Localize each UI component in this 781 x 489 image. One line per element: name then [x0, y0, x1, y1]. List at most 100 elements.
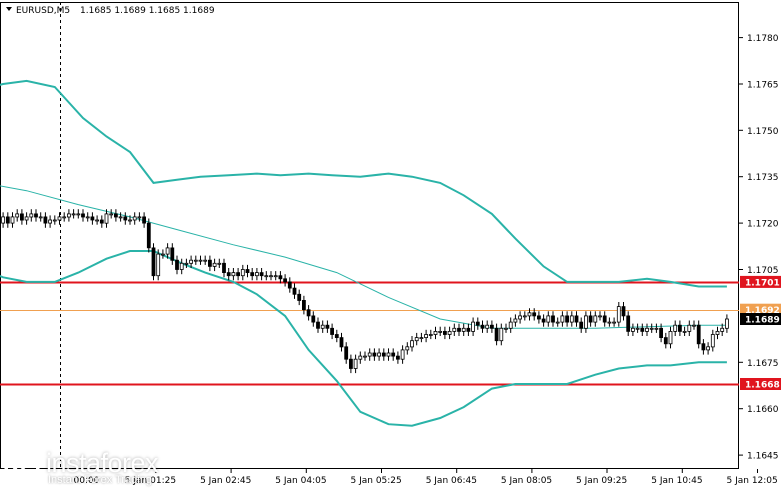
candle-body	[607, 321, 612, 324]
candle-body	[217, 262, 222, 265]
candle-body	[471, 321, 476, 332]
candle	[569, 311, 574, 327]
candle-body	[278, 275, 283, 280]
candle-body	[109, 213, 114, 216]
candle-body	[668, 330, 673, 345]
candle-body	[414, 337, 419, 342]
candle-body	[438, 330, 443, 333]
candle	[353, 354, 358, 374]
candle-body	[395, 355, 400, 360]
candle	[560, 311, 565, 327]
candle-body	[522, 315, 527, 318]
candle-body	[645, 327, 649, 332]
candle	[710, 329, 715, 352]
x-tick-label-2: 5 Jan 04:05	[275, 476, 326, 486]
candle	[377, 348, 382, 361]
candle-body	[207, 259, 212, 267]
candle	[433, 326, 438, 340]
candle	[649, 323, 654, 333]
chart-symbol-label: EURUSD,M5	[16, 6, 70, 16]
candle	[522, 311, 527, 321]
candle-body	[612, 321, 616, 324]
candle-body	[626, 315, 631, 332]
candle-body	[663, 337, 668, 345]
candle	[128, 215, 132, 225]
candle	[212, 258, 217, 272]
candle	[132, 212, 137, 225]
candle-body	[598, 315, 602, 318]
candle-body	[635, 327, 640, 330]
candle-body	[466, 327, 471, 332]
candle-body	[551, 315, 555, 323]
candle-body	[19, 213, 24, 221]
candle	[527, 308, 532, 321]
candle-body	[504, 327, 508, 330]
candle-body	[5, 216, 10, 224]
candle-body	[198, 259, 203, 262]
candle-body	[410, 340, 414, 348]
candle-body	[584, 315, 588, 329]
candle	[537, 311, 541, 324]
candle-body	[118, 216, 123, 219]
candle	[645, 323, 649, 336]
candle-body	[696, 324, 701, 345]
plot-frame	[0, 2, 739, 469]
candle	[428, 329, 433, 340]
candle-body	[273, 275, 278, 278]
candle-body	[706, 346, 710, 351]
candle-body	[640, 327, 645, 332]
candle-body	[193, 259, 198, 262]
candle	[311, 311, 316, 327]
candle	[621, 302, 626, 321]
candle	[447, 326, 452, 340]
candle	[114, 209, 118, 222]
candle-body	[348, 358, 353, 369]
candle	[292, 283, 297, 299]
candle-body	[546, 315, 551, 323]
candle	[410, 336, 414, 352]
candle-body	[381, 352, 386, 357]
candle	[43, 212, 48, 228]
candle	[76, 209, 81, 219]
candle-body	[527, 312, 532, 317]
candle	[264, 271, 269, 281]
candle	[301, 295, 306, 315]
candle	[90, 212, 95, 225]
candle	[391, 348, 396, 361]
candle	[269, 271, 273, 281]
price-tag-bg-3	[740, 313, 781, 325]
candle-body	[353, 358, 358, 369]
candle-body	[156, 253, 161, 277]
candle	[99, 215, 104, 228]
candle	[250, 268, 255, 281]
candle-body	[114, 213, 118, 218]
dropdown-triangle-icon	[6, 7, 12, 11]
candle	[682, 326, 687, 336]
y-tick-label-4: 1.1720	[747, 220, 779, 230]
candle	[283, 274, 288, 287]
candle-body	[499, 327, 504, 342]
candle-body	[254, 272, 259, 277]
candle-body	[81, 213, 85, 218]
candle	[175, 255, 179, 275]
candle-body	[424, 334, 429, 338]
candle-body	[339, 337, 344, 348]
candle	[170, 243, 175, 265]
candle	[160, 249, 165, 259]
watermark-brand: instaforex	[46, 448, 159, 478]
watermark: instaforex Instant Forex Trading	[4, 446, 184, 486]
candle-body	[574, 315, 579, 323]
candle-body	[555, 321, 560, 324]
candle	[631, 323, 635, 336]
y-tick-label-7: 1.1660	[747, 405, 779, 415]
candle	[588, 311, 593, 327]
candle-body	[269, 275, 273, 278]
candle	[231, 268, 236, 281]
candle-body	[160, 253, 165, 256]
candle-body	[391, 352, 396, 357]
candle-body	[541, 318, 546, 323]
candle-body	[48, 219, 52, 224]
candle-body	[579, 321, 584, 329]
candle	[494, 323, 499, 346]
